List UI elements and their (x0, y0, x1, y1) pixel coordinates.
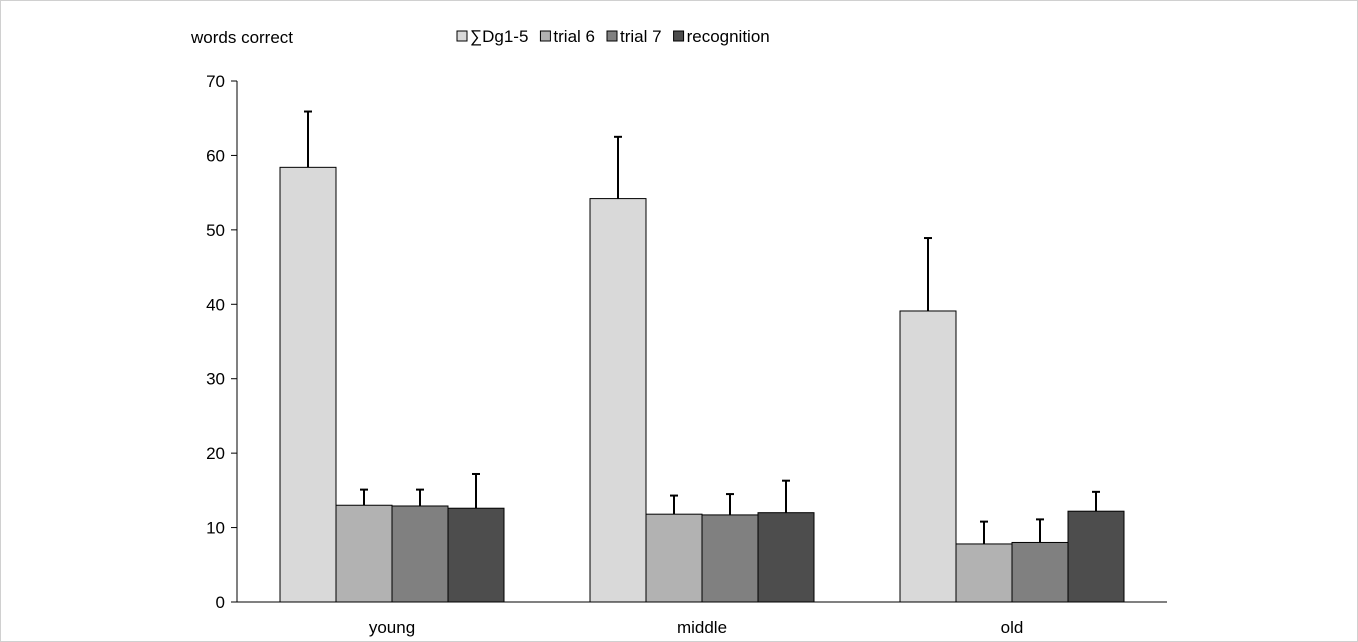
y-ticks: 0 10 20 30 40 50 60 70 (206, 72, 237, 612)
legend-label: trial 6 (553, 27, 595, 46)
bars (279, 166, 1125, 603)
y-tick-label: 20 (206, 444, 225, 463)
legend-swatch (673, 30, 685, 42)
x-category-label: old (1001, 618, 1024, 637)
y-tick-label: 50 (206, 221, 225, 240)
y-axis-label: words correct (190, 28, 293, 47)
y-tick-label: 30 (206, 370, 225, 389)
y-tick-label: 70 (206, 72, 225, 91)
bar-4-young (447, 507, 505, 603)
bar-1-middle (589, 198, 647, 603)
legend-label: trial 7 (620, 27, 662, 46)
x-category-label: young (369, 618, 415, 637)
bar-2-young (335, 504, 393, 603)
bar-1-young (279, 166, 337, 603)
legend-swatch (606, 30, 618, 42)
legend-label: recognition (687, 27, 770, 46)
x-category-label: middle (677, 618, 727, 637)
bar-4-middle (757, 512, 815, 603)
bar-2-middle (645, 513, 703, 603)
bar-3-young (391, 505, 449, 603)
legend-swatch (456, 30, 468, 42)
bar-3-middle (701, 514, 759, 603)
y-tick-label: 10 (206, 519, 225, 538)
bar-1-old (899, 310, 957, 603)
y-tick-label: 0 (216, 593, 225, 612)
bar-3-old (1011, 541, 1069, 603)
y-tick-label: 60 (206, 146, 225, 165)
legend: ∑Dg1-5 trial 6 trial 7 recognition (456, 27, 770, 46)
error-bars (304, 110, 1100, 544)
x-category-labels: young middle old (369, 618, 1024, 637)
bar-2-old (955, 543, 1013, 603)
legend-label: ∑Dg1-5 (470, 27, 528, 46)
y-tick-label: 40 (206, 295, 225, 314)
legend-swatch (539, 30, 551, 42)
bar-4-old (1067, 510, 1125, 603)
